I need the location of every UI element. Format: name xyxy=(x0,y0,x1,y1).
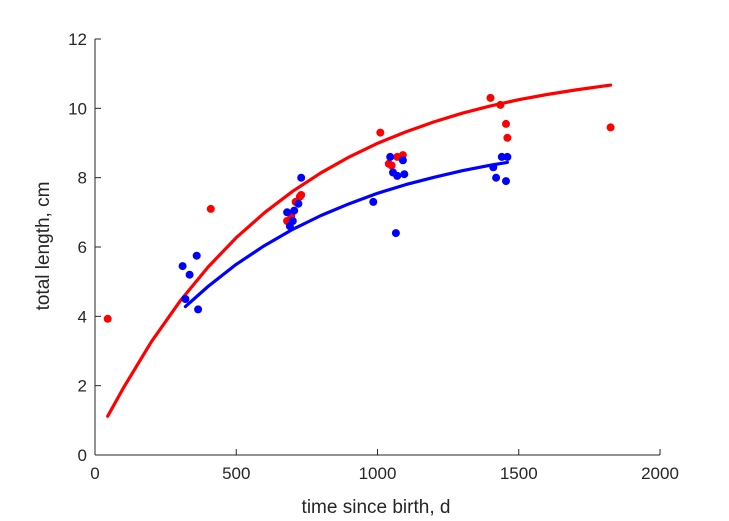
y-tick-label: 12 xyxy=(68,30,87,49)
data-point-series-2 xyxy=(192,251,201,260)
data-point-series-2 xyxy=(194,305,203,314)
data-point-series-1 xyxy=(502,119,510,128)
y-tick-label: 4 xyxy=(78,307,87,326)
x-tick-label: 1500 xyxy=(500,464,538,483)
data-point-series-2 xyxy=(391,229,400,238)
x-tick-label: 2000 xyxy=(641,464,679,483)
fit-curve-series-1 xyxy=(106,83,613,418)
data-point-series-2 xyxy=(283,208,292,217)
data-point-series-2 xyxy=(492,173,501,182)
data-point-series-2 xyxy=(393,171,402,180)
x-axis-label: time since birth, d xyxy=(302,497,451,518)
data-point-series-1 xyxy=(496,100,505,109)
data-point-series-2 xyxy=(288,217,297,225)
y-tick-label: 8 xyxy=(78,169,87,188)
data-point-series-2 xyxy=(502,177,510,186)
y-tick-label: 0 xyxy=(78,446,87,465)
y-axis-label: total length, cm xyxy=(33,182,54,311)
data-point-series-2 xyxy=(297,173,306,182)
data-point-series-2 xyxy=(400,170,409,179)
data-point-series-1 xyxy=(103,314,112,323)
data-point-series-2 xyxy=(497,152,506,161)
data-point-series-1 xyxy=(486,93,495,102)
data-point-series-1 xyxy=(206,204,215,213)
data-point-series-1 xyxy=(376,128,385,137)
data-point-series-1 xyxy=(606,123,615,132)
data-point-series-2 xyxy=(294,199,303,208)
plot-area xyxy=(103,83,615,418)
data-point-series-2 xyxy=(369,197,378,206)
data-point-series-1 xyxy=(503,133,512,142)
axes: 0 500 1000 1500 2000 0 2 4 6 8 10 12 xyxy=(68,30,679,483)
y-tick-label: 2 xyxy=(78,377,87,396)
data-point-series-2 xyxy=(178,262,187,271)
fit-curve-series-2 xyxy=(183,160,509,309)
data-point-series-2 xyxy=(386,152,395,161)
x-tick-label: 500 xyxy=(222,464,250,483)
data-point-series-1 xyxy=(297,191,306,199)
y-tick-label: 6 xyxy=(78,238,87,257)
data-point-series-2 xyxy=(503,152,512,161)
data-point-series-1 xyxy=(387,161,396,170)
data-point-series-2 xyxy=(489,163,498,172)
data-point-series-2 xyxy=(290,206,299,215)
x-tick-label: 1000 xyxy=(359,464,397,483)
data-point-series-2 xyxy=(398,156,407,165)
data-point-series-2 xyxy=(185,270,194,279)
data-point-series-2 xyxy=(181,295,190,303)
x-tick-label: 0 xyxy=(90,464,99,483)
y-tick-label: 10 xyxy=(68,99,87,118)
